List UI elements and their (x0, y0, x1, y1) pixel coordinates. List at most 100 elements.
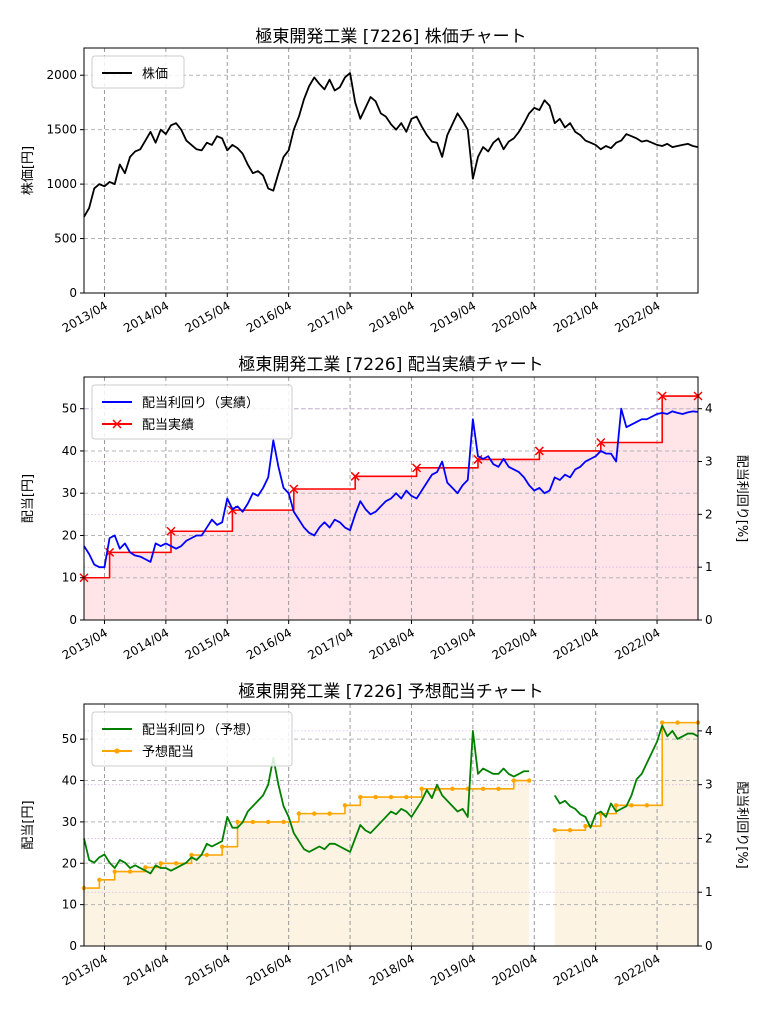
legend-label: 配当実績 (142, 417, 194, 433)
y-axis-label: 配当[円] (21, 800, 36, 849)
series-line-forecast (553, 724, 699, 829)
series-line-forecast (83, 729, 530, 875)
data-point-marker (644, 803, 650, 808)
y2-tick-label: 1 (705, 560, 713, 574)
data-point-marker (583, 823, 588, 829)
data-point-marker (613, 803, 619, 808)
data-point-marker (511, 778, 516, 783)
x-tick-label: 2017/04 (305, 298, 355, 335)
x-tick-label: 2015/04 (183, 625, 233, 662)
marker-stroke (596, 437, 606, 448)
data-point-marker (659, 720, 665, 725)
y2-tick-label: 4 (705, 402, 713, 416)
data-point-marker (327, 811, 332, 816)
marker-stroke (534, 446, 544, 456)
data-point-marker (675, 720, 680, 725)
data-point-marker (112, 869, 117, 874)
marker-stroke (412, 463, 422, 473)
data-point-marker (173, 861, 179, 866)
y-tick-label: 0 (69, 286, 77, 300)
legend-marker (112, 419, 122, 429)
x-tick-label: 2014/04 (121, 951, 171, 988)
y2-axis-label: 配当利回り[%] (734, 455, 749, 543)
x-tick-label: 2014/04 (121, 298, 171, 335)
x-tick-label: 2017/04 (305, 625, 355, 662)
chart-title: 極東開発工業 [7226] 配当実績チャート (238, 355, 543, 375)
y2-tick-label: 2 (705, 831, 713, 845)
y2-tick-label: 1 (705, 885, 713, 899)
data-point-marker (404, 794, 409, 800)
y-tick-label: 10 (62, 571, 77, 585)
legend-label: 配当利回り（実績） (142, 395, 259, 411)
x-tick-label: 2021/04 (551, 625, 601, 662)
data-point-marker (219, 844, 225, 849)
data-point-marker (373, 794, 378, 800)
data-point-marker (342, 803, 348, 808)
data-point-marker (281, 819, 286, 825)
data-point-marker (534, 446, 544, 456)
data-point-marker (526, 778, 532, 783)
y-tick-label: 40 (62, 774, 77, 788)
x-tick-label: 2021/04 (551, 951, 601, 988)
series-line-forecast (554, 721, 698, 831)
plot-frame (83, 47, 699, 294)
area-fill (84, 396, 698, 620)
x-tick-label: 2015/04 (183, 951, 233, 988)
y-tick-label: 50 (62, 402, 77, 416)
data-point-marker (388, 794, 394, 800)
x-tick-label: 2019/04 (428, 298, 478, 335)
data-point-marker (419, 786, 424, 792)
y2-tick-label: 3 (705, 455, 713, 469)
y2-tick-label: 3 (705, 778, 713, 792)
legend-box (91, 55, 185, 89)
series-line-actual (83, 407, 699, 569)
data-point-marker (235, 819, 240, 825)
x-tick-label: 2021/04 (551, 298, 601, 335)
legend-marker (114, 748, 120, 754)
data-point-marker (450, 786, 455, 792)
series-line-price (83, 72, 699, 218)
x-tick-label: 2017/04 (305, 951, 355, 988)
chart-actual: 極東開発工業 [7226] 配当実績チャート 0 10 20 30 40 50 0 1 2 3 4 20… (21, 355, 749, 663)
y-tick-label: 20 (62, 856, 77, 870)
data-point-marker (143, 865, 148, 870)
x-tick-label: 2018/04 (367, 298, 417, 335)
x-tick-label: 2022/04 (612, 625, 662, 662)
y-tick-label: 0 (69, 613, 77, 627)
y-axis-label: 配当[円] (21, 474, 36, 523)
series-line-actual (84, 395, 698, 579)
data-point-marker (296, 811, 302, 816)
data-point-marker (166, 526, 176, 536)
x-tick-label: 2022/04 (612, 298, 662, 335)
y-tick-label: 1000 (46, 177, 77, 191)
y2-tick-label: 4 (705, 724, 713, 738)
data-point-marker (204, 852, 209, 858)
x-tick-label: 2020/04 (490, 951, 540, 988)
y-tick-label: 2000 (46, 68, 77, 82)
x-tick-label: 2018/04 (367, 625, 417, 662)
x-tick-label: 2013/04 (60, 298, 110, 335)
x-tick-label: 2020/04 (490, 625, 540, 662)
data-point-marker (567, 827, 573, 833)
x-tick-label: 2016/04 (244, 298, 294, 335)
data-point-marker (97, 877, 102, 883)
y2-tick-label: 2 (705, 507, 713, 521)
legend-box (91, 384, 293, 440)
data-point-marker (629, 803, 634, 808)
y-tick-label: 30 (62, 815, 77, 829)
y2-tick-label: 0 (705, 939, 713, 953)
x-tick-label: 2013/04 (60, 951, 110, 988)
y-tick-label: 40 (62, 444, 77, 458)
data-point-marker (312, 811, 317, 816)
data-point-marker (350, 471, 360, 481)
x-tick-label: 2019/04 (428, 625, 478, 662)
data-point-marker (250, 819, 256, 825)
data-point-marker (552, 827, 557, 833)
y-axis-label: 株価[円] (21, 146, 36, 195)
data-point-marker (127, 869, 133, 874)
marker-stroke (289, 484, 299, 494)
data-point-marker (412, 463, 422, 473)
legend-label: 予想配当 (142, 744, 194, 760)
